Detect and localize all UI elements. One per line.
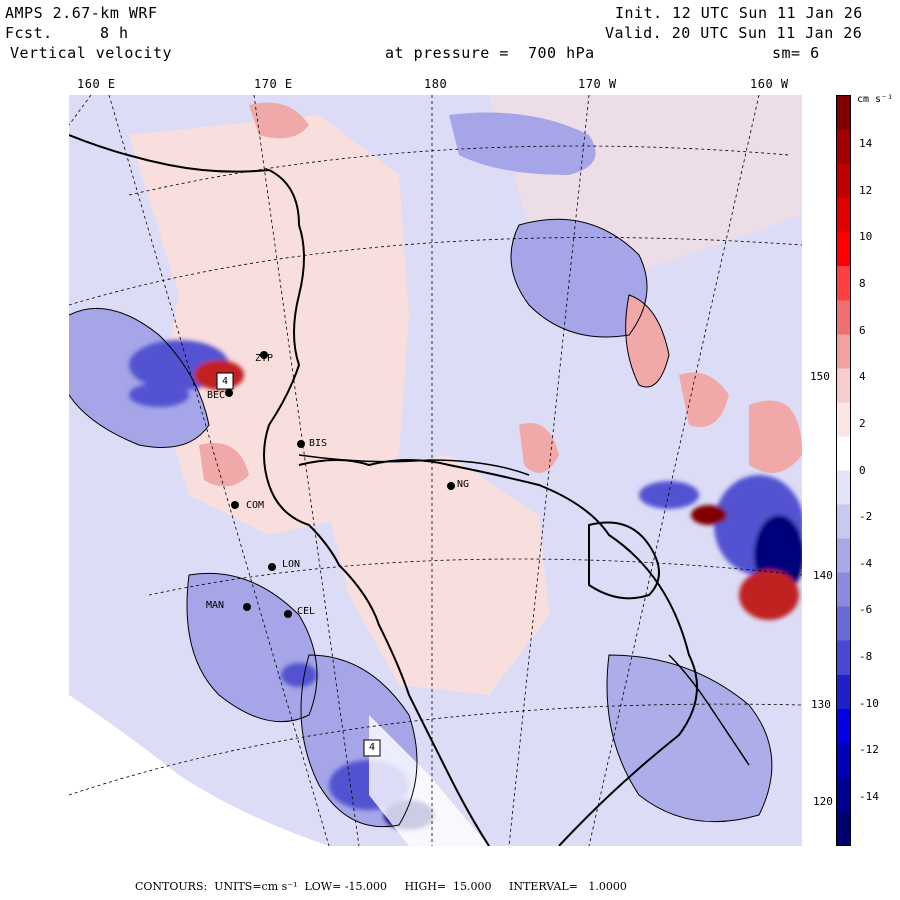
station-label-ng: NG [457, 479, 470, 490]
colorbar-unit: cm s⁻¹ [857, 94, 894, 105]
field-name: Vertical velocity [10, 44, 173, 62]
station-label-4b: 4 [369, 742, 376, 753]
negative-patch-center [511, 219, 647, 337]
positive-patch-6 [249, 102, 309, 139]
colorbar-tick-label: -10 [859, 696, 879, 710]
station-label-man: MAN [206, 600, 225, 611]
map-panel[interactable] [69, 95, 802, 846]
lon-label-180: 180 [424, 77, 448, 91]
colorbar-tick-label: 0 [859, 463, 866, 477]
colorbar-tick-label: 8 [859, 276, 866, 290]
colorbar-tick-label: -8 [859, 650, 873, 664]
colorbar-tick-label: 10 [859, 230, 873, 244]
negative-patch-southwest [187, 573, 317, 722]
positive-patch-2 [679, 372, 729, 427]
contour-info: CONTOURS: UNITS=cm s⁻¹ LOW= -15.000 HIGH… [135, 880, 627, 893]
unshaded-mountains [369, 715, 489, 846]
colorbar-tick-label: 4 [859, 370, 866, 384]
init-time: Init. 12 UTC Sun 11 Jan 26 [615, 4, 863, 22]
station-label-lon: LON [282, 559, 301, 570]
vertical-velocity-map [69, 95, 802, 846]
model-title: AMPS 2.67-km WRF [5, 4, 158, 22]
colorbar-tick-label: 2 [859, 416, 866, 430]
lon-label-170w: 170 W [578, 77, 617, 91]
valid-time: Valid. 20 UTC Sun 11 Jan 26 [605, 24, 863, 42]
lon-label-170e: 170 E [254, 77, 293, 91]
positive-patch-5 [199, 443, 249, 487]
ice-shelf-edge [298, 454, 750, 766]
station-label-cel: CEL [297, 606, 316, 617]
strong-convection-east [639, 475, 802, 620]
colorbar-tick-label: -14 [859, 790, 879, 803]
station-markers [225, 351, 455, 618]
forecast-hour: 8 h [100, 24, 129, 42]
unshaded-land [69, 695, 329, 846]
positive-patch-4 [519, 423, 559, 473]
colorbar-tick-label: -6 [859, 603, 873, 617]
forecast-label: Fcst. [5, 24, 53, 42]
graticule [69, 95, 802, 846]
colorbar [836, 95, 851, 846]
colorbar-tick-label: 12 [859, 183, 873, 197]
positive-patch-1 [625, 295, 669, 387]
contour-lines [69, 218, 773, 828]
negative-patch-southeast [607, 655, 772, 822]
colorbar-tick-label: -4 [859, 556, 873, 570]
coastline [69, 134, 698, 846]
colorbar-tick-label: 14 [859, 137, 873, 150]
station-label-bis: BIS [309, 438, 328, 449]
colorbar-tick-label: 6 [859, 323, 866, 337]
colorbar-tick-label: -12 [859, 743, 879, 757]
pressure-level: at pressure = 700 hPa [385, 44, 595, 62]
station-boxes [216, 372, 381, 757]
station-label-bec: BEC [207, 390, 226, 401]
negative-patch-north [449, 112, 596, 175]
positive-patch-3 [749, 400, 802, 473]
positive-zone-ross-shelf [319, 455, 549, 695]
lon-label-160e: 160 E [77, 77, 116, 91]
colorbar-tick-label: -2 [859, 510, 873, 524]
station-label-com: COM [246, 500, 265, 511]
lon-label-160w: 160 W [750, 77, 789, 91]
smoothing-value: sm= 6 [772, 44, 820, 62]
station-label-4a: 4 [222, 376, 229, 387]
station-label-ztp: ZTP [255, 353, 274, 364]
